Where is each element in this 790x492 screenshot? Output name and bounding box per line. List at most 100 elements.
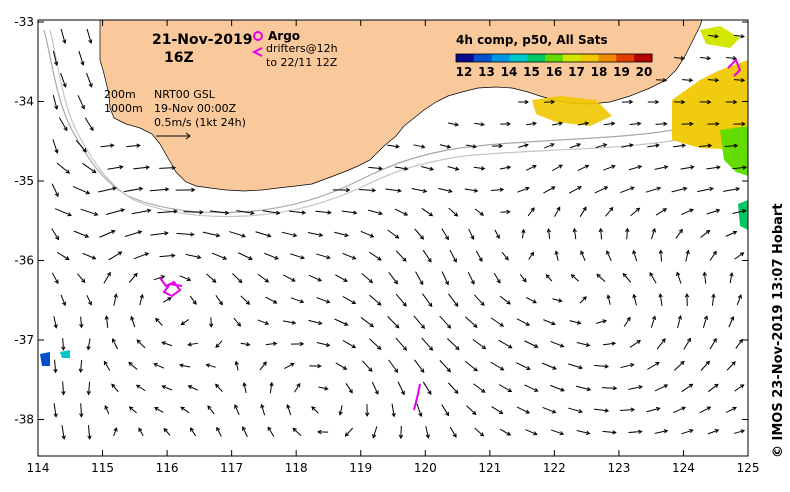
- current-arrow: [369, 294, 382, 306]
- contour-1000-label: 1000m: [104, 102, 143, 115]
- current-arrow: [309, 363, 322, 369]
- current-arrow: [206, 273, 217, 283]
- current-arrow: [499, 165, 512, 170]
- current-arrow: [521, 228, 526, 239]
- current-arrow: [516, 406, 531, 414]
- current-arrow: [77, 95, 85, 110]
- current-arrow: [658, 293, 663, 306]
- current-arrow: [155, 317, 163, 326]
- current-arrow: [527, 207, 535, 217]
- current-arrow: [111, 338, 119, 350]
- current-arrow: [136, 339, 146, 349]
- current-arrow: [473, 166, 486, 171]
- current-arrow: [185, 253, 202, 260]
- current-arrow: [554, 250, 559, 261]
- current-arrow: [111, 383, 119, 393]
- current-arrow: [449, 426, 457, 438]
- current-arrow: [490, 187, 505, 192]
- current-arrow: [726, 361, 736, 371]
- current-arrow: [448, 207, 459, 217]
- current-arrow: [706, 208, 721, 215]
- current-arrow: [550, 384, 565, 392]
- drifter-track-1: [159, 277, 183, 298]
- current-arrow: [123, 186, 144, 193]
- current-arrow: [655, 208, 668, 216]
- current-arrow: [421, 165, 435, 171]
- current-arrow: [86, 28, 93, 44]
- current-arrow: [86, 73, 93, 88]
- sst-patch-west-2: [60, 350, 70, 358]
- current-arrow: [107, 165, 124, 170]
- current-arrow: [416, 403, 423, 418]
- current-arrow: [54, 208, 72, 217]
- current-arrow: [332, 187, 351, 193]
- current-arrow: [658, 249, 664, 262]
- current-arrow: [672, 406, 686, 414]
- product-label: NRT00 GSL: [154, 88, 216, 101]
- current-arrow: [211, 252, 228, 260]
- current-arrow: [550, 340, 565, 348]
- current-arrow: [358, 188, 377, 193]
- current-arrow: [307, 231, 324, 238]
- current-arrow: [398, 425, 404, 440]
- current-arrow: [103, 271, 111, 284]
- current-arrow: [569, 320, 582, 325]
- current-arrow: [439, 315, 452, 329]
- current-arrow: [441, 271, 449, 286]
- current-arrow: [207, 405, 215, 415]
- drifter-icon: [251, 47, 263, 57]
- current-arrow: [56, 162, 71, 174]
- current-arrow: [269, 381, 274, 394]
- current-arrow: [415, 271, 424, 286]
- current-arrow: [708, 34, 719, 39]
- current-arrow: [238, 252, 253, 260]
- current-arrow: [51, 228, 60, 241]
- current-arrow: [234, 360, 239, 371]
- current-arrow: [681, 383, 694, 393]
- current-arrow: [368, 166, 383, 171]
- current-arrow: [709, 337, 717, 350]
- current-arrow: [579, 296, 587, 304]
- current-arrow: [53, 316, 58, 329]
- current-arrow: [414, 228, 425, 240]
- current-arrow: [236, 210, 255, 216]
- x-tick-label: 123: [607, 461, 630, 475]
- current-arrow: [362, 360, 373, 372]
- current-arrow: [208, 317, 214, 328]
- sst-patch-east: [738, 200, 748, 230]
- current-arrow: [391, 403, 396, 418]
- current-arrow: [131, 208, 152, 215]
- current-arrow: [51, 183, 59, 198]
- current-arrow: [603, 121, 616, 126]
- current-arrow: [526, 164, 537, 171]
- current-arrow: [568, 186, 582, 194]
- current-arrow: [187, 385, 198, 391]
- current-arrow: [100, 143, 115, 148]
- current-arrow: [229, 231, 246, 238]
- colorbar-tick-label: 13: [478, 65, 495, 79]
- current-arrow: [544, 143, 555, 149]
- current-arrow: [311, 406, 319, 414]
- current-arrow: [388, 272, 399, 285]
- current-arrow: [344, 427, 354, 437]
- current-arrow: [176, 232, 195, 237]
- current-arrow: [84, 117, 94, 132]
- colorbar-frame: [455, 53, 653, 63]
- colorbar-tick-label: 19: [613, 65, 630, 79]
- y-tick-label: -38: [14, 413, 34, 427]
- current-arrow: [518, 99, 530, 105]
- sst-patch-warm: [672, 60, 748, 150]
- current-arrow: [57, 252, 70, 261]
- current-arrow: [108, 251, 123, 261]
- current-arrow: [475, 250, 483, 263]
- current-arrow: [179, 275, 192, 282]
- x-tick-label: 121: [478, 461, 501, 475]
- current-arrow: [183, 210, 204, 215]
- current-arrow: [492, 143, 504, 149]
- current-arrow: [259, 361, 267, 371]
- current-arrow: [700, 56, 712, 61]
- drifter-track-3: [727, 58, 742, 77]
- current-arrow: [60, 294, 67, 307]
- current-arrow: [603, 164, 616, 171]
- colorbar-tick-label: 12: [456, 65, 473, 79]
